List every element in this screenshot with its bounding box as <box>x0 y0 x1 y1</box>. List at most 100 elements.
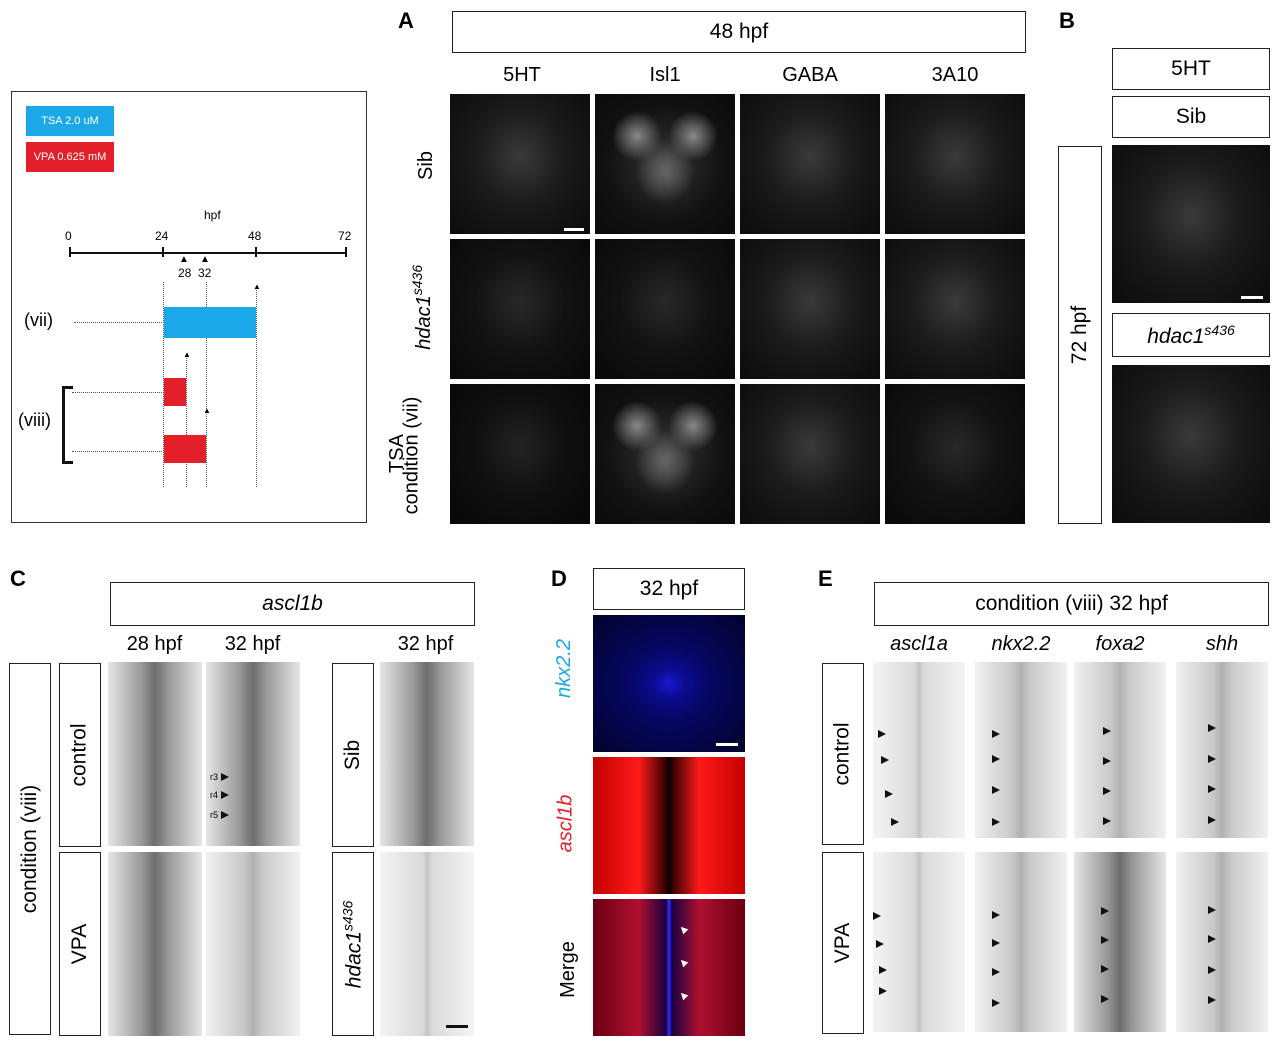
tsa-legend-swatch: TSA 2.0 uM <box>26 106 114 136</box>
panel-b-mutant-gene: hdac1 <box>1147 324 1205 348</box>
panel-e-col-shh: shh <box>1205 633 1239 655</box>
c-scale-bar <box>446 1025 468 1028</box>
guide-48 <box>256 287 257 487</box>
e-vpa-ascl1a-image <box>873 852 965 1032</box>
panel-e-col-foxa2: foxa2 <box>1095 633 1145 655</box>
condition-viii-leader-2 <box>72 451 162 452</box>
a-mutant-5ht-image <box>450 239 590 379</box>
panel-a-header: 48 hpf <box>452 11 1026 53</box>
tick-24 <box>162 247 164 257</box>
e-arrowhead <box>992 755 1000 763</box>
panel-d-row-merge: Merge <box>556 941 579 998</box>
e-arrowhead <box>1208 906 1216 914</box>
panel-d-header: 32 hpf <box>593 568 745 610</box>
a-tsa-3a10-image <box>885 384 1025 524</box>
vpa-treatment-bar-28 <box>164 378 186 406</box>
d-nkx22-image <box>593 615 745 752</box>
a-tsa-isl1-image <box>595 384 735 524</box>
end-arrow-32: ▲ <box>203 406 211 415</box>
panel-e-control-box: control <box>822 663 864 845</box>
tick-0 <box>69 247 71 257</box>
panel-c-mutant-gene: hdac1 <box>342 930 366 988</box>
tsa-legend-label: TSA 2.0 uM <box>41 115 99 127</box>
e-arrowhead <box>1208 816 1216 824</box>
marker-28-arrow: ▲ <box>179 254 189 265</box>
tick-label-48: 48 <box>248 229 262 243</box>
panel-c-sib-text: Sib <box>340 739 364 771</box>
c-vpa-28hpf-image <box>108 852 202 1036</box>
d-scale-bar <box>716 743 738 746</box>
e-arrowhead <box>1101 907 1109 915</box>
panel-e-vpa-box: VPA <box>822 852 864 1034</box>
e-arrowhead <box>1101 965 1109 973</box>
tick-72 <box>345 247 347 257</box>
e-arrowhead <box>1103 727 1111 735</box>
e-arrowhead <box>1103 817 1111 825</box>
panel-d-row-ascl1b: ascl1b <box>554 794 577 853</box>
marker-32-label: 32 <box>198 266 212 280</box>
e-arrowhead <box>1208 755 1216 763</box>
panel-a-mutant-gene: hdac1 <box>412 295 435 350</box>
e-control-ascl1a-image <box>873 662 965 838</box>
e-arrowhead <box>1101 936 1109 944</box>
c-sib-32hpf-image <box>380 662 474 846</box>
panel-e-vpa-text: VPA <box>831 922 854 964</box>
panel-a-header-text: 48 hpf <box>709 20 769 43</box>
panel-c-condition-box: condition (viii) <box>9 663 51 1035</box>
b-scale-bar <box>1241 296 1263 299</box>
e-arrowhead <box>992 786 1000 794</box>
panel-b-mutant-text: hdac1s436 <box>1147 322 1235 349</box>
a-sib-3a10-image <box>885 94 1025 234</box>
e-arrowhead <box>992 939 1000 947</box>
vpa-legend-swatch: VPA 0.625 mM <box>26 142 114 172</box>
condition-viii-leader-1 <box>72 392 162 393</box>
panel-a-mutant-allele: s436 <box>409 264 426 296</box>
panel-a-col-5ht: 5HT <box>503 64 541 86</box>
marker-32-arrow: ▲ <box>200 254 210 265</box>
d-ascl1b-image <box>593 757 745 894</box>
end-arrow-28: ▲ <box>183 350 191 359</box>
r4-arrowhead <box>221 791 229 799</box>
condition-viii-label: (viii) <box>18 410 51 430</box>
marker-28-label: 28 <box>178 266 192 280</box>
panel-e-col-nkx22: nkx2.2 <box>991 633 1051 655</box>
e-arrowhead <box>876 940 884 948</box>
condition-viii-bracket <box>62 386 73 464</box>
e-arrowhead <box>879 966 887 974</box>
panel-b-time-box: 72 hpf <box>1058 146 1102 524</box>
panel-b-sib-text: Sib <box>1175 105 1207 128</box>
tsa-treatment-bar <box>164 307 256 338</box>
guide-32 <box>206 282 207 487</box>
r3-arrowhead <box>221 773 229 781</box>
a-sib-5ht-image <box>450 94 590 234</box>
panel-a-col-isl1: Isl1 <box>649 64 681 86</box>
tick-label-24: 24 <box>155 229 169 243</box>
a-mutant-3a10-image <box>885 239 1025 379</box>
panel-c-vpa-text: VPA <box>68 923 91 965</box>
rhombomere-r3: r3 <box>210 772 219 782</box>
e-vpa-foxa2-image <box>1074 852 1166 1032</box>
e-arrowhead <box>992 818 1000 826</box>
panel-d-row-nkx22: nkx2.2 <box>552 639 575 698</box>
b-sib-5ht-image <box>1112 145 1270 303</box>
panel-a-letter: A <box>398 8 414 33</box>
e-arrowhead <box>992 999 1000 1007</box>
end-arrow-48: ▲ <box>253 282 261 291</box>
panel-c-col-32hpf: 32 hpf <box>224 633 281 655</box>
d-merge-image <box>593 899 745 1036</box>
e-arrowhead <box>881 756 889 764</box>
a-tsa-5ht-image <box>450 384 590 524</box>
panel-c-mutant-box: hdac1s436 <box>332 852 374 1036</box>
c-control-28hpf-image <box>108 662 202 846</box>
e-arrowhead <box>891 818 899 826</box>
vpa-legend-label: VPA 0.625 mM <box>33 151 107 163</box>
e-arrowhead <box>992 911 1000 919</box>
e-arrowhead <box>1103 757 1111 765</box>
timeline-axis <box>69 252 346 254</box>
panel-a-row-mutant: hdac1s436 <box>409 265 436 350</box>
e-arrowhead <box>1208 724 1216 732</box>
e-arrowhead <box>1101 995 1109 1003</box>
treatment-schematic: TSA 2.0 uM VPA 0.625 mM hpf 0 24 48 72 ▲… <box>11 91 367 523</box>
guide-24 <box>163 282 164 487</box>
tick-label-0: 0 <box>65 229 72 243</box>
